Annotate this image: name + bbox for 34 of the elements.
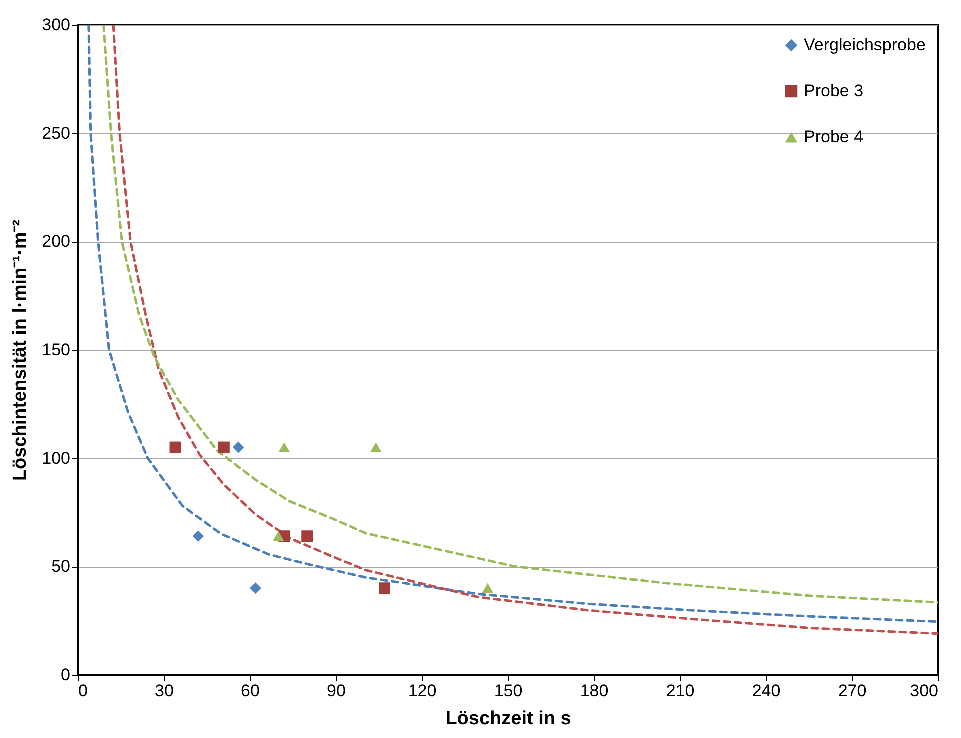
- point: [302, 530, 314, 542]
- point: [370, 442, 382, 452]
- x-tick-label: 210: [666, 682, 695, 700]
- x-tick-label: 270: [838, 682, 867, 700]
- y-tick-label: 100: [42, 448, 70, 468]
- point: [482, 583, 494, 594]
- legend-label: Probe 3: [804, 82, 864, 100]
- x-tick-label: 90: [327, 682, 346, 700]
- y-tick-label: 0: [61, 666, 70, 684]
- point: [278, 442, 290, 452]
- x-tick-label: 120: [408, 682, 437, 700]
- x-tick-label: 0: [78, 682, 88, 700]
- legend-label: Vergleichsprobe: [804, 36, 926, 54]
- y-tick-label: 300: [42, 16, 70, 34]
- point: [272, 531, 284, 542]
- y-tick-label: 250: [42, 124, 70, 143]
- x-tick-label: 150: [494, 682, 523, 700]
- x-tick-label: 30: [155, 682, 174, 700]
- y-tick-label: 150: [42, 340, 70, 360]
- y-tick-label: 50: [52, 557, 70, 576]
- x-tick-label: 180: [580, 682, 609, 700]
- point: [379, 582, 390, 594]
- x-tick-label: 60: [241, 682, 260, 700]
- legend-label: Probe 4: [804, 128, 864, 146]
- point: [218, 442, 230, 454]
- point: [192, 530, 204, 542]
- point: [250, 582, 262, 594]
- x-tick-label: 240: [752, 682, 781, 700]
- y-tick-label: 200: [42, 232, 70, 252]
- point: [170, 442, 182, 454]
- point: [232, 442, 244, 454]
- x-axis-title: Löschzeit in s: [446, 708, 572, 730]
- y-axis-title: Löschintensität in l·min⁻¹·m⁻²: [10, 220, 32, 482]
- x-tick-label: 300: [910, 682, 938, 700]
